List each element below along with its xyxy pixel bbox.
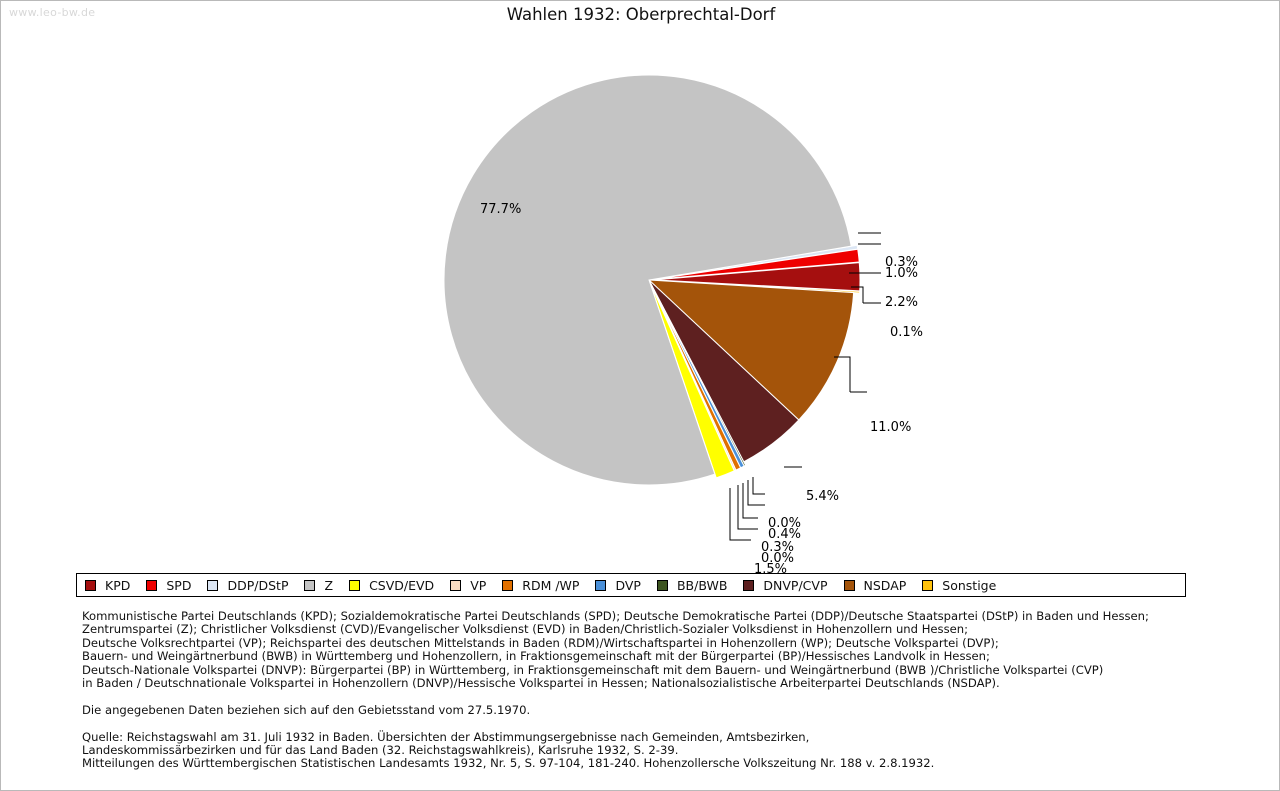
pie-slices	[443, 74, 861, 486]
legend-item-label: RDM /WP	[522, 577, 580, 593]
footnote-line: Zentrumspartei (Z); Christlicher Volksdi…	[82, 622, 969, 637]
chart-legend: KPD SPD DDP/DStP Z CSVD/EVD VP RDM /WP DVP BB/BW…	[76, 573, 1186, 597]
legend-swatch-icon	[843, 579, 855, 591]
legend-swatch-icon	[146, 579, 158, 591]
legend-item-label: DNVP/CVP	[763, 577, 828, 593]
legend-item-label: CSVD/EVD	[369, 577, 435, 593]
legend-swatch-icon	[304, 579, 316, 591]
legend-item-label: SPD	[166, 577, 192, 593]
pie-slice-csvd-evd[interactable]	[649, 283, 735, 479]
legend-item-spd[interactable]: SPD	[138, 574, 199, 596]
pie-value-label: 0.3%	[761, 540, 795, 555]
footnote-source: Quelle: Reichstagswahl am 31. Juli 1932 …	[82, 729, 1262, 771]
pie-value-label: 5.4%	[806, 489, 840, 504]
legend-item-vp[interactable]: VP	[442, 574, 494, 596]
footnote-line: Mitteilungen des Württembergischen Stati…	[82, 756, 935, 771]
legend-item-label: NSDAP	[863, 577, 907, 593]
legend-item-sonstige[interactable]: Sonstige	[914, 574, 1004, 596]
legend-item-nsdap[interactable]: NSDAP	[836, 574, 915, 596]
pie-value-label: 11.0%	[870, 420, 912, 435]
legend-item-label: Sonstige	[942, 577, 997, 593]
legend-item-label: VP	[470, 577, 487, 593]
footnote-line: Quelle: Reichstagswahl am 31. Juli 1932 …	[82, 729, 810, 744]
pie-leader-line	[834, 356, 851, 392]
footnote-line: Deutsche Volksrechtpartei (VP); Reichspa…	[82, 635, 999, 650]
pie-chart-svg	[443, 74, 881, 541]
pie-leader-line	[742, 483, 758, 519]
pie-value-label: 1.0%	[885, 266, 919, 281]
legend-item-label: BB/BWB	[676, 577, 728, 593]
legend-swatch-icon	[207, 579, 219, 591]
pie-value-label: 0.1%	[890, 325, 924, 340]
legend-item-label: KPD	[105, 577, 131, 593]
legend-item-csvd-evd[interactable]: CSVD/EVD	[341, 574, 442, 596]
legend-item-label: DDP/DStP	[227, 577, 289, 593]
pie-leader-line	[747, 480, 765, 506]
legend-item-label: DVP	[615, 577, 641, 593]
legend-item-ddp-dstp[interactable]: DDP/DStP	[199, 574, 296, 596]
pie-value-label: 0.0%	[768, 516, 802, 531]
footnote-territorial: Die angegebenen Daten beziehen sich auf …	[82, 702, 1262, 717]
legend-swatch-icon	[595, 579, 607, 591]
footnote-line: Die angegebenen Daten beziehen sich auf …	[82, 702, 531, 717]
legend-swatch-icon	[743, 579, 755, 591]
pie-leader-lines	[729, 232, 881, 541]
pie-value-label: 2.2%	[885, 295, 919, 310]
legend-swatch-icon	[85, 579, 96, 591]
legend-swatch-icon	[502, 579, 514, 591]
legend-swatch-icon	[450, 579, 462, 591]
watermark: www.leo-bw.de	[9, 6, 96, 19]
pie-leader-line	[752, 477, 765, 495]
footnote-line: Bauern- und Weingärtnerbund (BWB) in Wür…	[82, 649, 990, 664]
legend-item-bb-bwb[interactable]: BB/BWB	[649, 574, 735, 596]
legend-item-dvp[interactable]: DVP	[587, 574, 649, 596]
pie-value-label: 0.4%	[768, 527, 802, 542]
pie-value-label: 0.3%	[885, 255, 919, 270]
footnote-parties: Kommunistische Partei Deutschlands (KPD)…	[82, 609, 1262, 691]
pie-value-label: 77.7%	[480, 202, 522, 217]
legend-item-dnvp-cvp[interactable]: DNVP/CVP	[735, 574, 835, 596]
page-title: Wahlen 1932: Oberprechtal-Dorf	[506, 5, 776, 24]
footnote-line: Kommunistische Partei Deutschlands (KPD)…	[82, 609, 1149, 623]
pie-slice-z[interactable]	[443, 74, 852, 486]
legend-swatch-icon	[349, 579, 361, 591]
footnote-line: Deutsch-Nationale Volkspartei (DNVP): Bü…	[82, 662, 1104, 677]
legend-item-label: Z	[324, 577, 334, 593]
footnote-spacer-1	[82, 690, 1262, 703]
pie-value-label: 0.0%	[761, 551, 795, 566]
legend-item-kpd[interactable]: KPD	[77, 574, 138, 596]
legend-item-z[interactable]: Z	[296, 574, 341, 596]
footnote-spacer-2	[82, 717, 1262, 730]
legend-swatch-icon	[922, 579, 934, 591]
legend-swatch-icon	[656, 579, 668, 591]
pie-slice-nsdap[interactable]	[647, 279, 855, 421]
footnote-line: in Baden / Deutschnationale Volkspartei …	[82, 676, 1000, 691]
legend-item-rdm-wp[interactable]: RDM /WP	[494, 574, 587, 596]
footnotes: Kommunistische Partei Deutschlands (KPD)…	[82, 609, 1262, 771]
pie-leader-line	[729, 488, 751, 541]
pie-chart-area: 77.7% 0.3% 1.0% 2.2% 0.1% 11.0% 5.4% 0.0% 0.4% 0.…	[1, 37, 1280, 577]
pie-leader-line	[737, 485, 758, 530]
pie-slice-spd[interactable]	[654, 248, 860, 280]
pie-leader-line	[851, 286, 864, 303]
footnote-line: Landeskommissärbezirken und für das Land…	[82, 743, 679, 758]
